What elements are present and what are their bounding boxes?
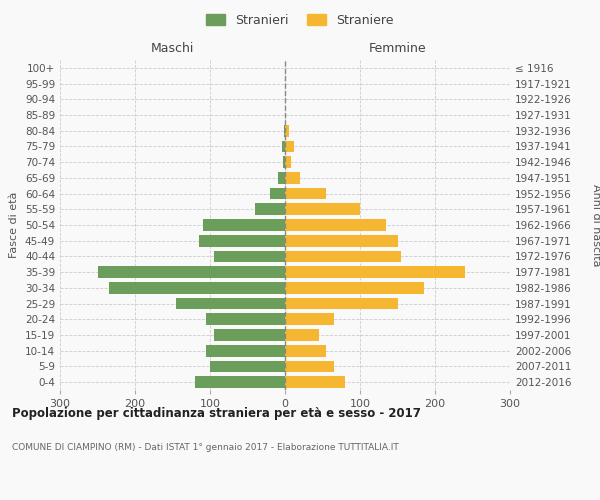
Bar (285, 140, 294, 152)
Bar (285, 282, 424, 294)
Bar (285, 156, 291, 168)
Bar (195, 376, 285, 388)
Bar (284, 125, 285, 136)
Bar (203, 219, 285, 231)
Bar (285, 376, 345, 388)
Bar (285, 250, 401, 262)
Bar (285, 345, 326, 356)
Bar (285, 360, 334, 372)
Bar (270, 188, 285, 200)
Bar (214, 250, 285, 262)
Bar (285, 219, 386, 231)
Bar (214, 329, 285, 341)
Bar (285, 204, 360, 215)
Text: COMUNE DI CIAMPINO (RM) - Dati ISTAT 1° gennaio 2017 - Elaborazione TUTTITALIA.I: COMUNE DI CIAMPINO (RM) - Dati ISTAT 1° … (12, 442, 399, 452)
Text: Maschi: Maschi (151, 42, 194, 56)
Bar (285, 172, 300, 184)
Bar (282, 140, 285, 152)
Y-axis label: Anni di nascita: Anni di nascita (591, 184, 600, 266)
Bar (97, 266, 285, 278)
Bar (206, 345, 285, 356)
Bar (283, 156, 285, 168)
Bar (109, 282, 285, 294)
Bar (206, 314, 285, 325)
Bar (199, 235, 285, 246)
Bar (285, 188, 326, 200)
Bar (285, 314, 334, 325)
Bar (255, 204, 285, 215)
Text: Popolazione per cittadinanza straniera per età e sesso - 2017: Popolazione per cittadinanza straniera p… (12, 408, 421, 420)
Bar (285, 298, 398, 310)
Legend: Stranieri, Straniere: Stranieri, Straniere (202, 8, 398, 32)
Bar (285, 329, 319, 341)
Bar (285, 266, 465, 278)
Bar (176, 298, 285, 310)
Bar (285, 125, 289, 136)
Y-axis label: Fasce di età: Fasce di età (10, 192, 19, 258)
Bar (285, 235, 398, 246)
Text: Femmine: Femmine (368, 42, 427, 56)
Bar (210, 360, 285, 372)
Bar (277, 172, 285, 184)
